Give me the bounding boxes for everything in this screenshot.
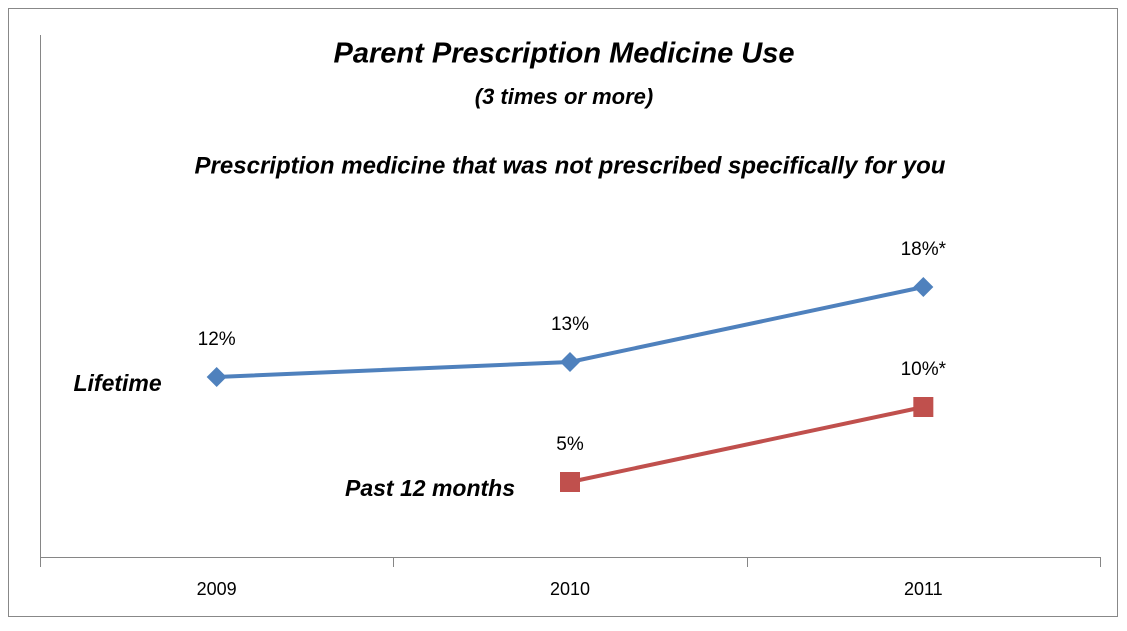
x-tick-label: 2010	[550, 579, 590, 599]
marker	[560, 472, 580, 492]
marker	[206, 367, 227, 387]
marker	[913, 397, 934, 417]
series-line	[569, 405, 924, 484]
chart-title: Parent Prescription Medicine Use	[334, 38, 795, 70]
marker	[560, 352, 580, 372]
value-label: 13%	[551, 314, 589, 335]
series-label: Lifetime	[73, 370, 161, 396]
marker	[913, 277, 934, 297]
value-label: 18%*	[901, 239, 947, 260]
x-tick-label: 2009	[197, 579, 237, 599]
annotation: Prescription medicine that was not presc…	[195, 152, 946, 179]
value-label: 12%	[198, 329, 236, 350]
x-tick-label: 2011	[904, 579, 943, 599]
value-label: 10%*	[901, 359, 947, 380]
series-label: Past 12 months	[345, 475, 515, 501]
chart-subtitle: (3 times or more)	[475, 84, 654, 109]
value-label: 5%	[556, 434, 584, 455]
chart-border	[8, 8, 1118, 617]
